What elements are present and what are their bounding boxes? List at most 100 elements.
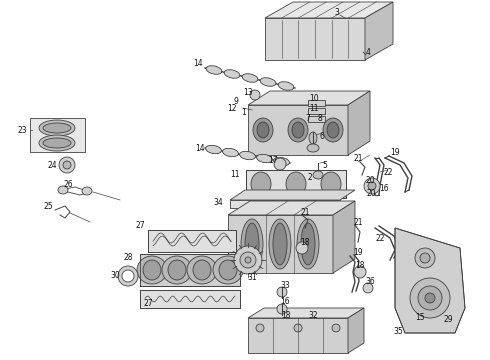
Ellipse shape xyxy=(253,118,273,142)
Ellipse shape xyxy=(278,82,294,90)
Polygon shape xyxy=(246,170,346,198)
Text: 2: 2 xyxy=(308,172,313,181)
Text: 19: 19 xyxy=(390,148,400,157)
Polygon shape xyxy=(140,290,240,308)
Circle shape xyxy=(277,287,287,297)
Circle shape xyxy=(245,257,251,263)
Circle shape xyxy=(364,178,380,194)
Text: 11: 11 xyxy=(309,104,319,113)
Text: 27: 27 xyxy=(143,298,153,307)
Text: 16: 16 xyxy=(280,297,290,306)
Polygon shape xyxy=(365,2,393,60)
Ellipse shape xyxy=(242,74,258,82)
Circle shape xyxy=(63,161,71,169)
Polygon shape xyxy=(395,228,465,333)
Ellipse shape xyxy=(162,256,192,284)
Text: 29: 29 xyxy=(443,315,453,324)
Circle shape xyxy=(420,253,430,263)
Text: 21: 21 xyxy=(353,217,363,226)
Circle shape xyxy=(118,266,138,286)
Text: 25: 25 xyxy=(43,202,53,211)
Text: 21: 21 xyxy=(353,153,363,162)
Circle shape xyxy=(354,266,366,278)
Text: 9: 9 xyxy=(234,96,239,105)
Text: 32: 32 xyxy=(308,311,318,320)
Text: 22: 22 xyxy=(383,167,393,176)
Polygon shape xyxy=(265,2,393,18)
Ellipse shape xyxy=(297,219,319,269)
Ellipse shape xyxy=(323,118,343,142)
Polygon shape xyxy=(308,100,325,106)
Text: 15: 15 xyxy=(415,314,425,323)
Text: 33: 33 xyxy=(280,282,290,291)
Ellipse shape xyxy=(43,138,71,148)
Ellipse shape xyxy=(321,172,341,196)
Text: 31: 31 xyxy=(247,274,257,283)
Polygon shape xyxy=(248,318,348,353)
Ellipse shape xyxy=(222,148,239,157)
Ellipse shape xyxy=(288,118,308,142)
Ellipse shape xyxy=(292,122,304,138)
Circle shape xyxy=(240,252,256,268)
Ellipse shape xyxy=(240,151,255,160)
Text: 34: 34 xyxy=(213,198,223,207)
Text: 20: 20 xyxy=(365,176,375,185)
Ellipse shape xyxy=(43,123,71,133)
Text: 14: 14 xyxy=(195,144,205,153)
Circle shape xyxy=(234,246,262,274)
Ellipse shape xyxy=(219,260,237,280)
Text: 10: 10 xyxy=(309,94,319,103)
Ellipse shape xyxy=(309,132,317,144)
Text: 20: 20 xyxy=(366,189,376,198)
Polygon shape xyxy=(348,308,364,353)
Ellipse shape xyxy=(332,324,340,332)
Text: 3: 3 xyxy=(335,8,340,17)
Circle shape xyxy=(425,293,435,303)
Polygon shape xyxy=(308,116,325,122)
Ellipse shape xyxy=(273,157,290,166)
Text: 19: 19 xyxy=(353,248,363,257)
Ellipse shape xyxy=(82,187,92,195)
Polygon shape xyxy=(228,201,355,215)
Polygon shape xyxy=(30,118,85,152)
Text: 22: 22 xyxy=(375,234,385,243)
Circle shape xyxy=(59,157,75,173)
Ellipse shape xyxy=(269,219,291,269)
Ellipse shape xyxy=(327,122,339,138)
Ellipse shape xyxy=(213,256,243,284)
Circle shape xyxy=(410,278,450,318)
Ellipse shape xyxy=(245,223,259,265)
Text: 24: 24 xyxy=(47,161,57,170)
Text: 23: 23 xyxy=(17,126,27,135)
Ellipse shape xyxy=(39,135,75,151)
Text: 17: 17 xyxy=(268,156,278,165)
Text: 18: 18 xyxy=(300,238,310,247)
Text: 1: 1 xyxy=(242,108,246,117)
Polygon shape xyxy=(148,230,236,252)
Polygon shape xyxy=(248,308,364,318)
Text: 8: 8 xyxy=(318,113,322,122)
Ellipse shape xyxy=(241,219,263,269)
Ellipse shape xyxy=(143,260,161,280)
Ellipse shape xyxy=(206,145,221,154)
Text: 6: 6 xyxy=(319,131,324,140)
Text: 13: 13 xyxy=(243,87,253,96)
Ellipse shape xyxy=(39,120,75,136)
Text: 12: 12 xyxy=(227,104,237,113)
Ellipse shape xyxy=(294,324,302,332)
Circle shape xyxy=(277,304,287,314)
Circle shape xyxy=(363,283,373,293)
Ellipse shape xyxy=(137,256,167,284)
Ellipse shape xyxy=(187,256,217,284)
Polygon shape xyxy=(140,254,240,286)
Polygon shape xyxy=(230,190,355,200)
Text: 30: 30 xyxy=(110,270,120,279)
Ellipse shape xyxy=(273,223,287,265)
Ellipse shape xyxy=(251,172,271,196)
Ellipse shape xyxy=(257,154,272,163)
Ellipse shape xyxy=(313,171,323,179)
Text: 26: 26 xyxy=(63,180,73,189)
Circle shape xyxy=(418,286,442,310)
Text: 27: 27 xyxy=(135,220,145,230)
Text: 5: 5 xyxy=(322,161,327,170)
